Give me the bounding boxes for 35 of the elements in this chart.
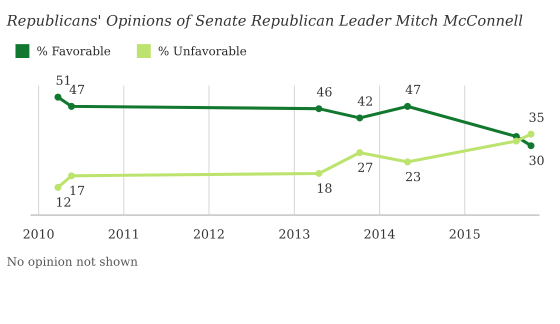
point	[528, 142, 534, 150]
data-label: 18	[318, 183, 332, 193]
data-label: 12	[57, 197, 70, 207]
data-label: 51	[56, 76, 70, 85]
point	[54, 94, 62, 101]
data-label: 17	[70, 186, 84, 196]
x-tick-label: 2012	[194, 229, 224, 239]
legend-label: % Favorable	[37, 46, 110, 56]
point	[356, 149, 364, 156]
x-tick-label: 2014	[364, 229, 395, 239]
point	[404, 158, 412, 166]
chart-title: Republicans' Opinions of Senate Republican Leader Mitch McConnell	[6, 14, 522, 29]
data-label: 47	[406, 84, 420, 94]
point	[356, 114, 364, 122]
data-label: 35	[530, 112, 544, 122]
point	[68, 102, 75, 110]
x-tick-label: 2013	[279, 229, 310, 239]
data-label: 47	[69, 84, 84, 94]
data-label: 46	[316, 87, 332, 97]
x-tick-label: 2010	[24, 229, 54, 239]
point	[54, 184, 62, 191]
legend-label: % Unfavorable	[158, 46, 246, 56]
x-tick-label: 2015	[450, 229, 480, 239]
data-label: 30	[530, 156, 544, 166]
data-label: 42	[358, 96, 372, 106]
point	[404, 102, 412, 110]
data-label: 27	[358, 162, 372, 172]
point	[315, 170, 322, 177]
point	[68, 172, 75, 180]
point	[315, 105, 322, 112]
point	[528, 130, 534, 138]
point	[512, 138, 520, 145]
x-tick-label: 2011	[108, 229, 138, 239]
data-label: 23	[406, 172, 420, 182]
text: No opinion not shown	[7, 256, 138, 268]
